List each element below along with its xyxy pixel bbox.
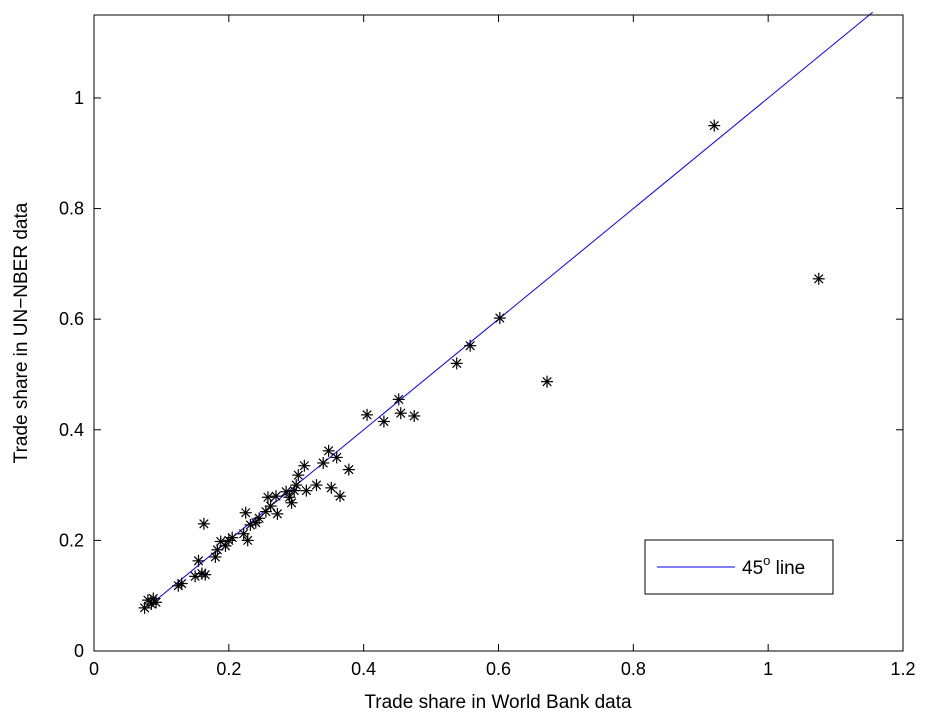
data-point-11 — [197, 517, 210, 530]
data-point-24 — [253, 512, 266, 525]
data-point-47 — [392, 393, 405, 406]
data-point-35 — [292, 469, 305, 482]
y-tick-label: 0.6 — [59, 309, 84, 329]
axis-ticks-layer: 0 0.2 0.4 0.6 0.8 1 1.2 0 0.2 0.4 0.6 0.8 1 — [59, 15, 916, 679]
x-axis-label: Trade share in World Bank data — [364, 692, 632, 713]
data-point-49 — [408, 409, 421, 422]
legend-suffix: line — [770, 558, 805, 579]
data-point-52 — [493, 312, 506, 325]
x-tick-label: 1.2 — [890, 659, 915, 679]
data-point-12 — [199, 568, 212, 581]
data-point-5 — [150, 596, 163, 609]
y-axis-label: Trade share in UN−NBER data — [11, 202, 32, 463]
data-point-44 — [342, 463, 355, 476]
x-tick-label: 1 — [763, 659, 773, 679]
data-point-41 — [325, 481, 338, 494]
legend-superscript: o — [763, 553, 770, 568]
data-point-38 — [310, 479, 323, 492]
y-tick-label: 1 — [74, 88, 84, 108]
y-tick-label: 0.2 — [59, 530, 84, 550]
data-point-51 — [464, 339, 477, 352]
data-point-43 — [334, 490, 347, 503]
data-point-53 — [541, 375, 554, 388]
x-tick-label: 0.8 — [621, 659, 646, 679]
x-tick-label: 0.6 — [486, 659, 511, 679]
data-point-48 — [394, 407, 407, 420]
data-point-28 — [270, 490, 283, 503]
data-point-50 — [450, 357, 463, 370]
data-point-9 — [192, 554, 205, 567]
data-point-27 — [264, 500, 277, 513]
data-point-36 — [298, 459, 311, 472]
data-point-29 — [271, 507, 284, 520]
data-point-6 — [172, 579, 185, 592]
data-point-46 — [377, 415, 390, 428]
data-point-42 — [330, 451, 343, 464]
x-tick-label: 0.4 — [351, 659, 376, 679]
data-points-layer — [138, 119, 825, 614]
y-tick-label: 0.4 — [59, 420, 84, 440]
data-point-54 — [708, 119, 721, 132]
data-point-21 — [241, 534, 254, 547]
x-tick-label: 0.2 — [216, 659, 241, 679]
data-point-18 — [226, 531, 239, 544]
data-point-7 — [175, 577, 188, 590]
legend: 45o line — [644, 539, 834, 595]
data-point-26 — [261, 491, 274, 504]
data-point-13 — [209, 550, 222, 563]
legend-entry: 45o line — [742, 553, 805, 579]
y-tick-label: 0.8 — [59, 199, 84, 219]
data-point-37 — [300, 484, 313, 497]
x-tick-label: 0 — [89, 659, 99, 679]
data-point-34 — [290, 479, 303, 492]
data-point-39 — [317, 456, 330, 469]
data-point-40 — [322, 444, 335, 457]
data-point-32 — [285, 496, 298, 509]
data-point-55 — [812, 272, 825, 285]
legend-prefix: 45 — [742, 558, 763, 579]
data-point-20 — [239, 506, 252, 519]
y-tick-label: 0 — [74, 641, 84, 661]
data-point-19 — [237, 527, 250, 540]
data-point-16 — [219, 539, 232, 552]
data-point-45 — [361, 408, 374, 421]
